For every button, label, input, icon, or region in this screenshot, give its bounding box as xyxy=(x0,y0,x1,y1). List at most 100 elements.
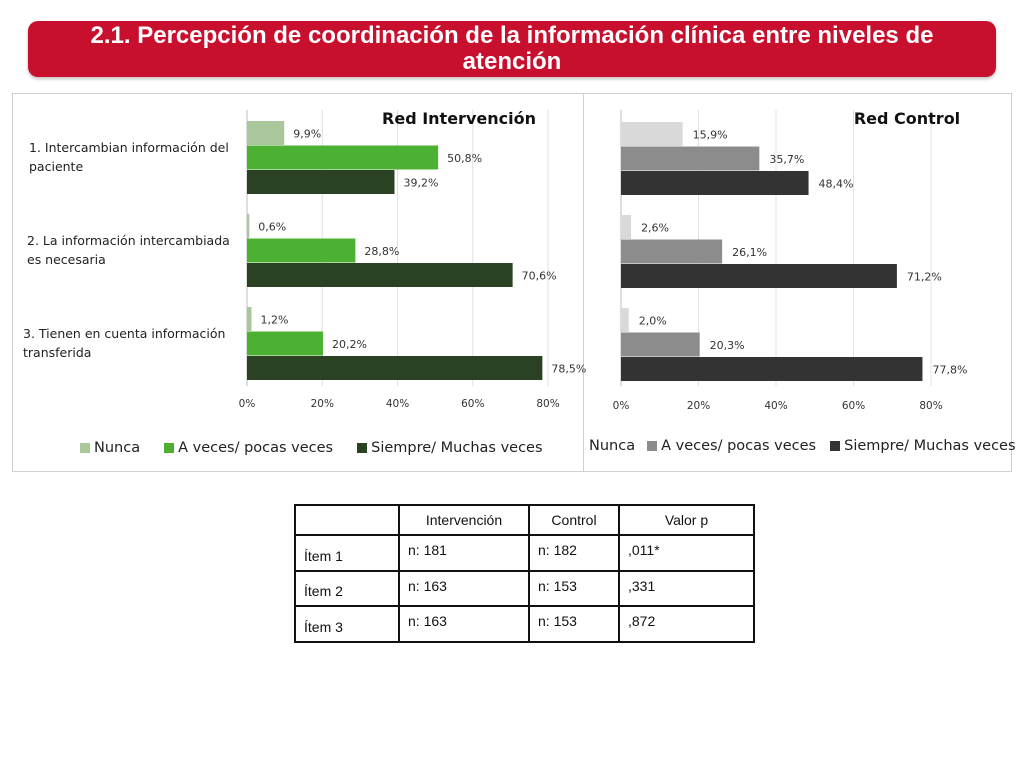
stats-table: Intervención Control Valor p Ítem 1 n: 1… xyxy=(294,504,755,643)
table-cell-control: n: 182 xyxy=(528,534,620,572)
category-label-1-line-1: 1. Intercambian información del xyxy=(29,140,229,155)
data-label: 35,7% xyxy=(769,153,804,166)
data-label: 20,2% xyxy=(332,338,367,351)
table-cell-intervencion: n: 181 xyxy=(398,534,530,572)
category-label-1-line-2: paciente xyxy=(29,159,84,174)
bar xyxy=(621,215,632,239)
x-tick-label: 60% xyxy=(842,400,865,412)
legend-swatch-siempre-control xyxy=(830,441,841,451)
table-header-empty xyxy=(294,504,400,536)
legend-label-nunca-control: Nunca xyxy=(589,438,636,454)
category-label-1: 1. Intercambian información del paciente xyxy=(29,138,229,176)
table-cell-intervencion: n: 163 xyxy=(398,569,530,608)
category-label-3-line-2: transferida xyxy=(23,345,92,360)
x-tick-label: 20% xyxy=(311,398,334,410)
bar xyxy=(247,121,285,145)
category-label-2: 2. La información intercambiada es neces… xyxy=(27,231,230,269)
table-header-valor-p: Valor p xyxy=(618,504,755,536)
chart-title: Red Control xyxy=(854,109,960,128)
data-label: 78,5% xyxy=(551,362,586,375)
data-label: 2,6% xyxy=(641,221,669,234)
legend-item-nunca: Nunca xyxy=(80,440,140,456)
x-tick-label: 40% xyxy=(764,400,787,412)
legend-label-a-veces: A veces/ pocas veces xyxy=(178,440,334,456)
data-label: 1,2% xyxy=(261,313,289,326)
bar xyxy=(621,357,923,381)
chart-title: Red Intervención xyxy=(382,109,536,128)
x-tick-label: 0% xyxy=(239,398,256,410)
legend-item-siempre: Siempre/ Muchas veces xyxy=(357,440,543,456)
bar xyxy=(247,145,439,170)
data-label: 9,9% xyxy=(293,127,321,140)
table-cell-intervencion: n: 163 xyxy=(398,605,530,643)
page-title-text: 2.1. Percepción de coordinación de la in… xyxy=(90,22,934,75)
table-row: Ítem 2 n: 163 n: 153 ,331 xyxy=(294,569,755,608)
table-cell-item: Ítem 1 xyxy=(294,534,400,572)
category-label-2-line-1: 2. La información intercambiada xyxy=(27,233,230,248)
table-cell-item: Ítem 3 xyxy=(294,605,400,643)
legend-control: Nunca A veces/ pocas veces Siempre/ Much… xyxy=(589,438,1016,454)
bar xyxy=(247,170,395,194)
legend-swatch-a-veces xyxy=(164,443,175,453)
table-cell-control: n: 153 xyxy=(528,605,620,643)
bar xyxy=(621,146,760,171)
data-label: 71,2% xyxy=(907,270,942,283)
bar xyxy=(621,264,897,288)
category-label-2-line-2: es necesaria xyxy=(27,252,106,267)
bar xyxy=(247,356,543,380)
legend-swatch-nunca xyxy=(80,443,90,453)
table-header-intervencion: Intervención xyxy=(398,504,530,536)
data-label: 20,3% xyxy=(710,339,745,352)
bar xyxy=(621,308,629,332)
bar xyxy=(621,332,700,357)
x-tick-label: 40% xyxy=(386,398,409,410)
data-label: 15,9% xyxy=(693,128,728,141)
page-title: 2.1. Percepción de coordinación de la in… xyxy=(28,21,996,77)
panel-divider xyxy=(583,94,584,471)
table-header-control: Control xyxy=(528,504,620,536)
legend-item-nunca-control: Nunca xyxy=(589,438,635,454)
legend-item-siempre-control: Siempre/ Muchas veces xyxy=(830,438,1016,454)
table-cell-valor-p: ,331 xyxy=(618,569,755,608)
x-tick-label: 20% xyxy=(687,400,710,412)
legend-swatch-siempre xyxy=(357,443,368,453)
data-label: 0,6% xyxy=(258,220,286,233)
legend-intervencion: Nunca A veces/ pocas veces Siempre/ Much… xyxy=(80,440,543,456)
bar xyxy=(247,331,324,356)
table-row: Ítem 1 n: 181 n: 182 ,011* xyxy=(294,534,755,572)
data-label: 2,0% xyxy=(639,314,667,327)
x-tick-label: 80% xyxy=(919,400,942,412)
category-label-3: 3. Tienen en cuenta información transfer… xyxy=(23,324,225,362)
data-label: 28,8% xyxy=(364,245,399,258)
legend-label-siempre-control: Siempre/ Muchas veces xyxy=(844,438,1016,454)
x-tick-label: 80% xyxy=(536,398,559,410)
table-row: Ítem 3 n: 163 n: 153 ,872 xyxy=(294,605,755,643)
table-cell-valor-p: ,872 xyxy=(618,605,755,643)
table-cell-control: n: 153 xyxy=(528,569,620,608)
x-tick-label: 60% xyxy=(461,398,484,410)
table-header-row: Intervención Control Valor p xyxy=(294,504,755,536)
legend-label-nunca: Nunca xyxy=(94,440,141,456)
bar xyxy=(247,263,513,287)
table-cell-valor-p: ,011* xyxy=(618,534,755,572)
data-label: 77,8% xyxy=(932,363,967,376)
bar xyxy=(247,238,356,263)
bar xyxy=(621,239,723,264)
bar xyxy=(621,122,683,146)
legend-label-siempre: Siempre/ Muchas veces xyxy=(371,440,543,456)
data-label: 50,8% xyxy=(447,152,482,165)
data-label: 39,2% xyxy=(403,176,438,189)
bar xyxy=(621,171,809,195)
data-label: 26,1% xyxy=(732,246,767,259)
legend-label-a-veces-control: A veces/ pocas veces xyxy=(661,438,817,454)
bar xyxy=(247,214,250,238)
data-label: 48,4% xyxy=(819,177,854,190)
legend-item-a-veces-control: A veces/ pocas veces xyxy=(647,438,816,454)
table-cell-item: Ítem 2 xyxy=(294,569,400,608)
bar xyxy=(247,307,252,331)
x-tick-label: 0% xyxy=(613,400,630,412)
legend-item-a-veces: A veces/ pocas veces xyxy=(164,440,333,456)
data-label: 70,6% xyxy=(522,269,557,282)
category-label-3-line-1: 3. Tienen en cuenta información xyxy=(23,326,226,341)
